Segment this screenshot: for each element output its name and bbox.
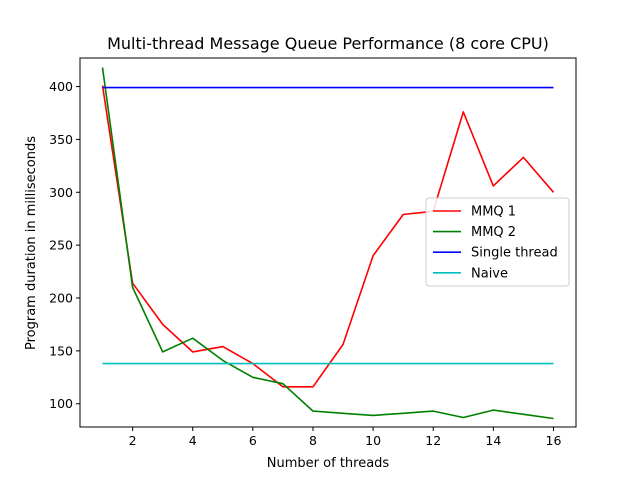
legend-box <box>425 197 570 287</box>
legend-label-mmq-2: MMQ 2 <box>471 225 516 240</box>
x-tick-label: 2 <box>129 433 137 448</box>
y-tick-label: 350 <box>49 132 73 147</box>
y-tick-label: 100 <box>49 396 73 411</box>
x-tick-label: 16 <box>546 433 562 448</box>
y-tick-label: 150 <box>49 343 73 358</box>
chart-title: Multi-thread Message Queue Performance (… <box>107 34 549 53</box>
legend-label-naive: Naive <box>471 266 508 281</box>
y-tick-label: 300 <box>49 185 73 200</box>
axes-frame <box>79 57 577 428</box>
x-axis-label: Number of threads <box>267 456 390 471</box>
series-line-mmq-1 <box>101 85 555 388</box>
y-tick-label: 200 <box>49 291 73 306</box>
y-axis-label: Program duration in milliseconds <box>24 136 39 350</box>
x-tick-label: 14 <box>485 433 501 448</box>
x-tick-label: 4 <box>189 433 197 448</box>
legend-label-single-thread: Single thread <box>471 246 558 261</box>
x-tick-label: 6 <box>249 433 257 448</box>
plot-area <box>101 67 555 420</box>
legend-label-mmq-1: MMQ 1 <box>471 205 516 220</box>
y-tick-label: 400 <box>49 79 73 94</box>
x-tick-label: 10 <box>365 433 381 448</box>
legend: MMQ 1 MMQ 2 Single thread Naive <box>425 197 570 287</box>
x-tick-label: 12 <box>425 433 441 448</box>
series-line-mmq-2 <box>101 67 554 420</box>
axes: 2 4 6 8 10 12 14 16 100 150 200 250 300 350 400 <box>49 57 577 448</box>
y-tick-label: 250 <box>49 238 73 253</box>
x-tick-label: 8 <box>309 433 317 448</box>
